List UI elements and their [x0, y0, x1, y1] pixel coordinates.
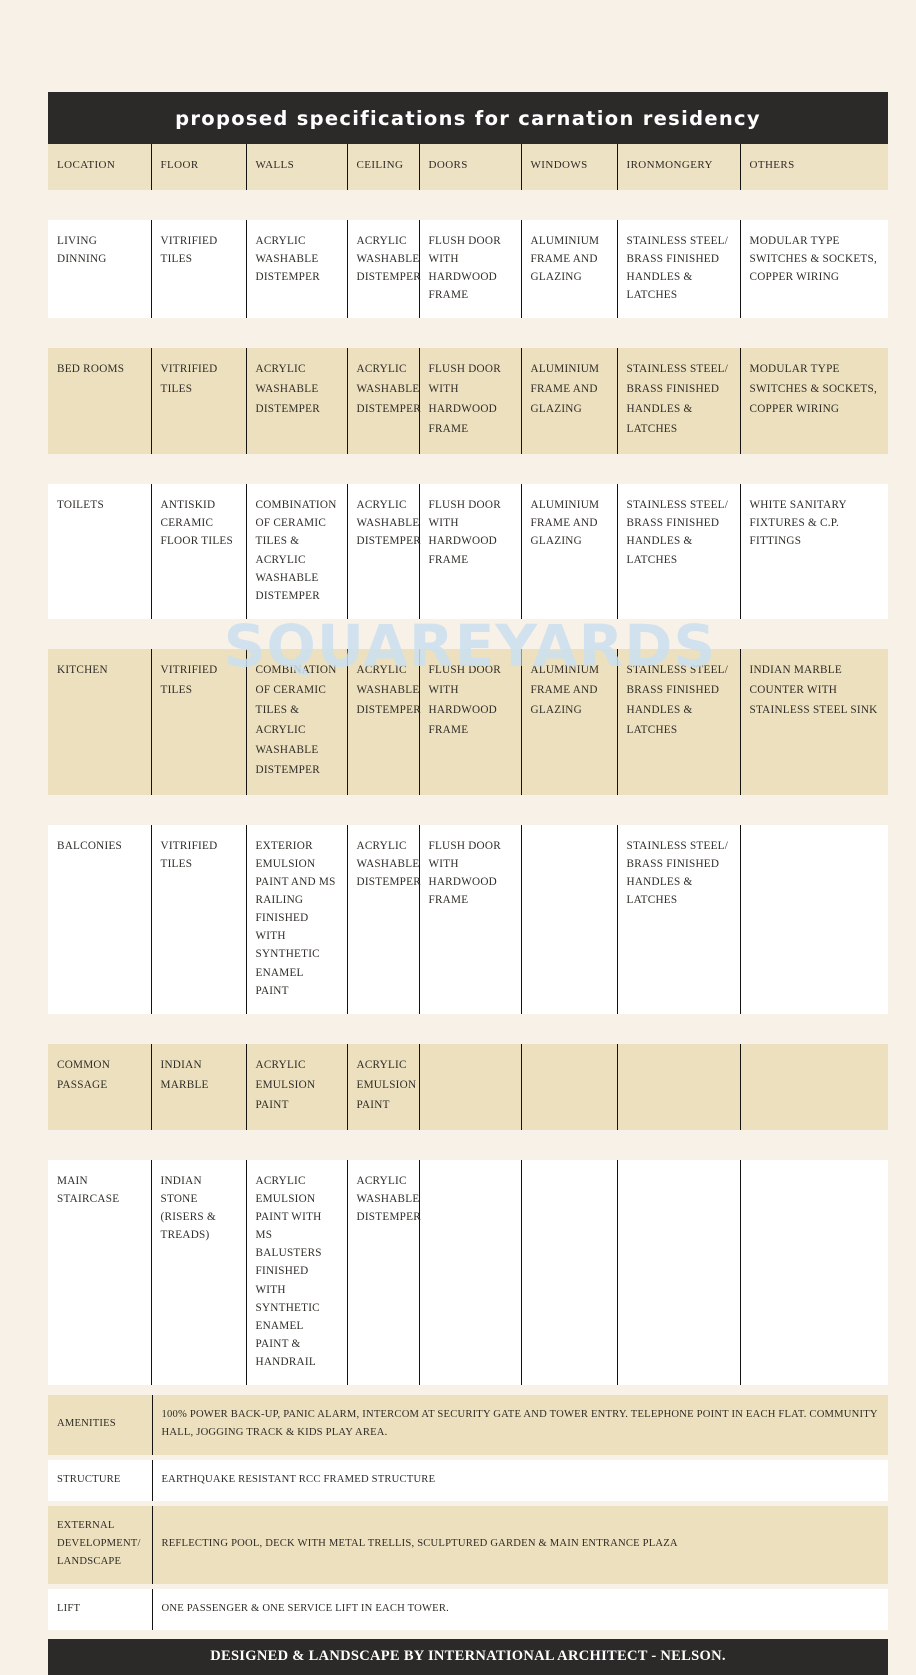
- cell-location: KITCHEN: [48, 648, 152, 795]
- cell-ironmongery: STAINLESS STEEL/ BRASS FINISHED HANDLES …: [617, 648, 741, 795]
- cell-doors: [419, 1159, 522, 1386]
- cell-others: WHITE SANITARY FIXTURES & C.P. FITTINGS: [740, 484, 888, 619]
- cell-windows: ALUMINIUM FRAME AND GLAZING: [521, 219, 618, 319]
- table-row: BALCONIES VITRIFIED TILES EXTERIOR EMULS…: [48, 824, 888, 1014]
- table-row: TOILETS ANTISKID CERAMIC FLOOR TILES COM…: [48, 484, 888, 619]
- column-header-floor: FLOOR: [151, 144, 247, 190]
- cell-others: [740, 1043, 888, 1130]
- column-header-location: LOCATION: [48, 144, 152, 190]
- cell-others: [740, 824, 888, 1014]
- column-header-others: OTHERS: [740, 144, 888, 190]
- cell-walls: ACRYLIC EMULSION PAINT WITH MS BALUSTERS…: [246, 1159, 348, 1386]
- cell-floor: INDIAN STONE (RISERS & TREADS): [151, 1159, 247, 1386]
- cell-location: BED ROOMS: [48, 348, 152, 455]
- specification-sheet: proposed specifications for carnation re…: [48, 92, 888, 1675]
- extras-value-structure: EARTHQUAKE RESISTANT RCC FRAMED STRUCTUR…: [152, 1459, 888, 1501]
- cell-ceiling: ACRYLIC WASHABLE DISTEMPER: [347, 348, 421, 455]
- cell-location: LIVING DINNING: [48, 219, 152, 319]
- row-spacer: [48, 1013, 888, 1044]
- extras-label-amenities: AMENITIES: [48, 1395, 153, 1455]
- sheet-footer-bar: DESIGNED & LANDSCAPE BY INTERNATIONAL AR…: [48, 1638, 888, 1675]
- extras-label-structure: STRUCTURE: [48, 1459, 153, 1501]
- cell-doors: FLUSH DOOR WITH HARDWOOD FRAME: [419, 348, 522, 455]
- table-row: BED ROOMS VITRIFIED TILES ACRYLIC WASHAB…: [48, 348, 888, 455]
- cell-walls: ACRYLIC WASHABLE DISTEMPER: [246, 219, 348, 319]
- cell-ironmongery: STAINLESS STEEL/ BRASS FINISHED HANDLES …: [617, 824, 741, 1014]
- table-row: COMMON PASSAGE INDIAN MARBLE ACRYLIC EMU…: [48, 1043, 888, 1130]
- column-header-walls: WALLS: [246, 144, 348, 190]
- cell-floor: INDIAN MARBLE: [151, 1043, 247, 1130]
- row-spacer: [48, 454, 888, 485]
- cell-windows: ALUMINIUM FRAME AND GLAZING: [521, 348, 618, 455]
- cell-walls: EXTERIOR EMULSION PAINT AND MS RAILING F…: [246, 824, 348, 1014]
- cell-ceiling: ACRYLIC WASHABLE DISTEMPER: [347, 484, 421, 619]
- cell-others: [740, 1159, 888, 1386]
- cell-windows: [521, 1159, 618, 1386]
- extras-value-amenities: 100% POWER BACK-UP, PANIC ALARM, INTERCO…: [152, 1395, 888, 1455]
- extras-value-external-development: REFLECTING POOL, DECK WITH METAL TRELLIS…: [152, 1505, 888, 1584]
- extras-value-lift: ONE PASSENGER & ONE SERVICE LIFT IN EACH…: [152, 1588, 888, 1630]
- row-spacer: [48, 189, 888, 220]
- cell-doors: FLUSH DOOR WITH HARDWOOD FRAME: [419, 484, 522, 619]
- row-spacer: [48, 1129, 888, 1160]
- table-row: LIVING DINNING VITRIFIED TILES ACRYLIC W…: [48, 219, 888, 319]
- cell-windows: ALUMINIUM FRAME AND GLAZING: [521, 648, 618, 795]
- table-row: MAIN STAIRCASE INDIAN STONE (RISERS & TR…: [48, 1159, 888, 1386]
- extras-row-lift: LIFT ONE PASSENGER & ONE SERVICE LIFT IN…: [48, 1588, 888, 1630]
- cell-others: INDIAN MARBLE COUNTER WITH STAINLESS STE…: [740, 648, 888, 795]
- cell-doors: FLUSH DOOR WITH HARDWOOD FRAME: [419, 824, 522, 1014]
- cell-walls: ACRYLIC EMULSION PAINT: [246, 1043, 348, 1130]
- extras-label-external-development: EXTERNAL DEVELOPMENT/ LANDSCAPE: [48, 1505, 153, 1584]
- cell-others: MODULAR TYPE SWITCHES & SOCKETS, COPPER …: [740, 219, 888, 319]
- column-header-windows: WINDOWS: [521, 144, 618, 190]
- cell-ceiling: ACRYLIC EMULSION PAINT: [347, 1043, 420, 1130]
- cell-ironmongery: STAINLESS STEEL/ BRASS FINISHED HANDLES …: [617, 348, 741, 455]
- extras-row-amenities: AMENITIES 100% POWER BACK-UP, PANIC ALAR…: [48, 1395, 888, 1455]
- specification-sheet-page: SQUAREYARDS proposed specifications for …: [48, 92, 888, 1675]
- extras-label-lift: LIFT: [48, 1588, 153, 1630]
- cell-windows: [521, 824, 618, 1014]
- additional-specifications-table: AMENITIES 100% POWER BACK-UP, PANIC ALAR…: [48, 1390, 888, 1630]
- column-header-ceiling: CEILING: [347, 144, 420, 190]
- cell-doors: FLUSH DOOR WITH HARDWOOD FRAME: [419, 219, 522, 319]
- page-title: proposed specifications for carnation re…: [175, 106, 761, 130]
- cell-windows: ALUMINIUM FRAME AND GLAZING: [521, 484, 618, 619]
- cell-floor: VITRIFIED TILES: [151, 219, 247, 319]
- cell-location: MAIN STAIRCASE: [48, 1159, 152, 1386]
- cell-ironmongery: STAINLESS STEEL/ BRASS FINISHED HANDLES …: [617, 484, 741, 619]
- cell-ironmongery: [617, 1043, 741, 1130]
- cell-ceiling: ACRYLIC WASHABLE DISTEMPER: [347, 219, 421, 319]
- extras-row-external-development: EXTERNAL DEVELOPMENT/ LANDSCAPE REFLECTI…: [48, 1505, 888, 1584]
- cell-floor: ANTISKID CERAMIC FLOOR TILES: [151, 484, 247, 619]
- cell-floor: VITRIFIED TILES: [151, 824, 247, 1014]
- cell-doors: [419, 1043, 522, 1130]
- cell-walls: COMBINATION OF CERAMIC TILES & ACRYLIC W…: [246, 484, 348, 619]
- table-header-row: LOCATION FLOOR WALLS CEILING DOORS WINDO…: [48, 144, 888, 190]
- row-spacer: [48, 618, 888, 649]
- column-header-doors: DOORS: [419, 144, 522, 190]
- cell-floor: VITRIFIED TILES: [151, 648, 247, 795]
- cell-location: TOILETS: [48, 484, 152, 619]
- table-row: KITCHEN VITRIFIED TILES COMBINATION OF C…: [48, 648, 888, 795]
- cell-ironmongery: [617, 1159, 741, 1386]
- cell-doors: FLUSH DOOR WITH HARDWOOD FRAME: [419, 648, 522, 795]
- specifications-table: LOCATION FLOOR WALLS CEILING DOORS WINDO…: [48, 144, 888, 1386]
- cell-walls: COMBINATION OF CERAMIC TILES & ACRYLIC W…: [246, 648, 348, 795]
- cell-location: BALCONIES: [48, 824, 152, 1014]
- row-spacer: [48, 318, 888, 349]
- footer-credit: DESIGNED & LANDSCAPE BY INTERNATIONAL AR…: [210, 1648, 726, 1665]
- cell-ceiling: ACRYLIC WASHABLE DISTEMPER: [347, 1159, 421, 1386]
- row-spacer: [48, 794, 888, 825]
- cell-floor: VITRIFIED TILES: [151, 348, 247, 455]
- column-header-ironmongery: IRONMONGERY: [617, 144, 741, 190]
- cell-ironmongery: STAINLESS STEEL/ BRASS FINISHED HANDLES …: [617, 219, 741, 319]
- cell-walls: ACRYLIC WASHABLE DISTEMPER: [246, 348, 348, 455]
- cell-ceiling: ACRYLIC WASHABLE DISTEMPER: [347, 824, 421, 1014]
- cell-windows: [521, 1043, 618, 1130]
- cell-location: COMMON PASSAGE: [48, 1043, 152, 1130]
- extras-row-structure: STRUCTURE EARTHQUAKE RESISTANT RCC FRAME…: [48, 1459, 888, 1501]
- cell-ceiling: ACRYLIC WASHABLE DISTEMPER: [347, 648, 421, 795]
- sheet-title-bar: proposed specifications for carnation re…: [48, 92, 888, 144]
- cell-others: MODULAR TYPE SWITCHES & SOCKETS, COPPER …: [740, 348, 888, 455]
